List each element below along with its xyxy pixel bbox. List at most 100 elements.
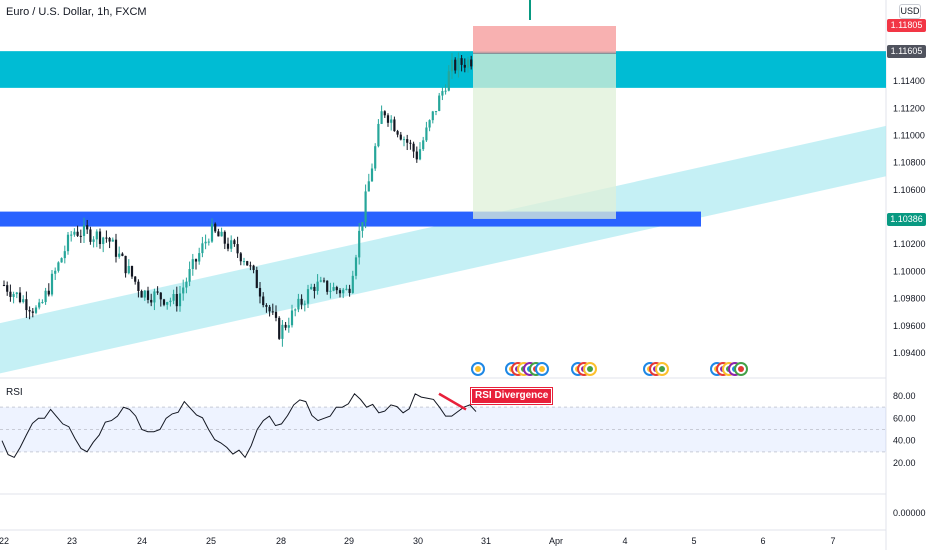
candle-down	[2, 285, 6, 287]
candle-down	[121, 253, 124, 256]
target-price-tag: 1.10386	[887, 213, 926, 226]
price-tick-label: 1.11000	[893, 130, 925, 140]
candle-down	[28, 310, 31, 312]
candle-up	[364, 191, 367, 222]
candle-down	[6, 285, 9, 292]
candle-up	[242, 261, 246, 263]
candle-up	[380, 111, 383, 124]
candle-down	[214, 223, 217, 232]
candle-down	[137, 281, 140, 291]
event-flag-icon-core	[475, 366, 481, 372]
candle-down	[130, 266, 134, 277]
candle-up	[220, 231, 223, 237]
candle-down	[159, 292, 162, 300]
time-tick-label: 6	[760, 536, 765, 546]
candle-up	[185, 281, 188, 288]
candle-up	[422, 140, 425, 150]
candle-up	[182, 287, 185, 294]
candle-down	[383, 111, 386, 116]
candle-up	[316, 281, 319, 291]
candle-down	[338, 290, 342, 294]
event-flag-icon-core	[539, 366, 545, 372]
chart-grid	[0, 0, 887, 550]
axes-layer: 1.11400 1.11200 1.11000 1.10800 1.10600 1.102…	[0, 76, 926, 546]
candle-down	[134, 276, 137, 282]
candle-down	[255, 269, 258, 288]
time-tick-label: 4	[622, 536, 627, 546]
price-tick-label: 1.09800	[893, 294, 926, 304]
candle-down	[284, 324, 287, 328]
candle-up	[82, 225, 86, 236]
candle-up	[361, 221, 364, 231]
candle-up	[178, 293, 182, 307]
volume-zero-tick: 0.00000	[893, 508, 926, 518]
price-tick-label: 1.09400	[893, 348, 926, 358]
candle-down	[146, 290, 150, 300]
candle-up	[425, 127, 428, 141]
candle-up	[153, 291, 156, 303]
candle-down	[393, 119, 396, 132]
candle-down	[406, 139, 409, 143]
candle-down	[217, 231, 220, 237]
candle-down	[300, 298, 303, 305]
resistance-zone	[0, 51, 886, 88]
candle-up	[143, 290, 146, 298]
price-tick-label: 1.11200	[893, 103, 925, 113]
rsi-tick-label: 20.00	[893, 458, 916, 468]
candle-up	[198, 253, 201, 262]
candle-up	[15, 292, 18, 295]
candle-up	[22, 299, 25, 302]
candle-up	[207, 241, 210, 243]
candle-down	[150, 299, 153, 303]
candle-down	[386, 115, 390, 123]
candle-up	[66, 234, 70, 252]
candle-up	[428, 120, 431, 128]
time-tick-label: 29	[344, 536, 354, 546]
symbol-title[interactable]: Euro / U.S. Dollar, 1h, FXCM	[6, 6, 147, 18]
trade-position-layer[interactable]	[473, 0, 886, 219]
candle-down	[246, 261, 249, 266]
candle-up	[294, 309, 297, 311]
candle-down	[415, 151, 418, 160]
candle-up	[345, 288, 348, 290]
candle-down	[335, 287, 338, 291]
economic-events-layer[interactable]	[471, 362, 748, 376]
candle-down	[114, 239, 118, 257]
stop-loss-zone	[473, 26, 616, 54]
candle-up	[332, 287, 335, 291]
rsi-indicator-label[interactable]: RSI	[6, 387, 23, 398]
candle-down	[470, 59, 473, 67]
currency-button[interactable]: USD	[899, 4, 921, 19]
candle-down	[412, 143, 415, 152]
candle-down	[31, 311, 34, 313]
time-tick-label: 5	[691, 536, 696, 546]
candle-up	[63, 251, 66, 259]
candle-down	[194, 259, 198, 262]
price-tick-label: 1.10200	[893, 239, 926, 249]
candle-down	[76, 231, 79, 236]
candle-up	[354, 257, 358, 276]
candle-down	[258, 287, 262, 297]
time-tick-label: 7	[830, 536, 835, 546]
candle-up	[287, 325, 290, 328]
candle-down	[98, 231, 102, 245]
candle-up	[127, 266, 130, 274]
candle-down	[274, 311, 278, 318]
candle-down	[124, 255, 127, 274]
candle-up	[374, 146, 377, 169]
rsi-divergence-label[interactable]: RSI Divergence	[469, 387, 554, 405]
candle-up	[169, 300, 172, 303]
candle-up	[431, 111, 434, 121]
candle-up	[358, 230, 361, 258]
rsi-tick-label: 60.00	[893, 413, 916, 423]
candle-up	[418, 149, 422, 160]
candle-up	[201, 243, 204, 254]
candle-down	[175, 294, 178, 307]
candle-down	[79, 235, 82, 237]
candle-up	[50, 273, 54, 295]
candles-layer	[2, 52, 476, 347]
price-tick-label: 1.10600	[893, 185, 926, 195]
candle-down	[18, 292, 22, 302]
candle-up	[466, 59, 470, 68]
